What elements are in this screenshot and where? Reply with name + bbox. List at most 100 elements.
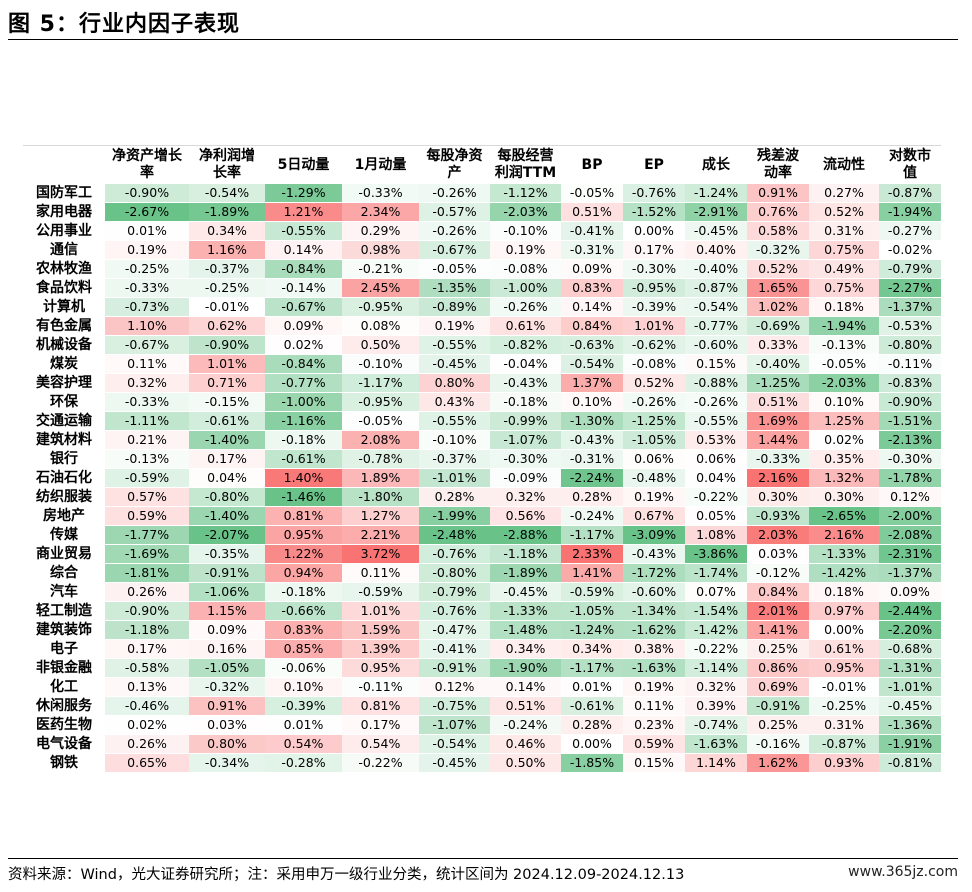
heatmap-cell: 0.02% bbox=[809, 430, 879, 450]
heatmap-cell: -0.87% bbox=[685, 278, 747, 298]
heatmap-cell: 0.54% bbox=[265, 734, 342, 754]
heatmap-cell: 0.31% bbox=[809, 715, 879, 735]
heatmap-cell: -0.67% bbox=[265, 297, 342, 317]
heatmap-cell: 2.45% bbox=[342, 278, 419, 298]
heatmap-cell: -0.37% bbox=[189, 259, 265, 279]
heatmap-cell: -1.99% bbox=[419, 506, 490, 526]
heatmap-cell: 1.32% bbox=[809, 468, 879, 488]
column-header: 成长 bbox=[685, 145, 747, 184]
heatmap-cell: 2.03% bbox=[747, 525, 809, 545]
heatmap-cell: -0.76% bbox=[419, 601, 490, 621]
heatmap-cell: -0.59% bbox=[105, 468, 189, 488]
heatmap-cell: 1.14% bbox=[685, 753, 747, 773]
heatmap-cell: 0.51% bbox=[561, 202, 623, 222]
heatmap-cell: -1.42% bbox=[809, 563, 879, 583]
heatmap-cell: 0.09% bbox=[189, 620, 265, 640]
heatmap-cell: -1.40% bbox=[189, 506, 265, 526]
heatmap-cell: -1.77% bbox=[105, 525, 189, 545]
column-header: BP bbox=[561, 145, 623, 184]
column-header: 净利润增 长率 bbox=[189, 145, 265, 184]
heatmap-cell: -2.48% bbox=[419, 525, 490, 545]
source-note: 资料来源：Wind，光大证券研究所；注：采用申万一级行业分类，统计区间为 202… bbox=[8, 867, 685, 883]
column-header-line: 净利润增 bbox=[199, 148, 255, 164]
heatmap-cell: 0.05% bbox=[685, 506, 747, 526]
heatmap-cell: -0.13% bbox=[105, 449, 189, 469]
heatmap-cell: -1.36% bbox=[879, 715, 941, 735]
column-header-line: 动率 bbox=[764, 165, 792, 181]
heatmap-cell: -1.18% bbox=[490, 544, 561, 564]
heatmap-cell: -0.33% bbox=[105, 278, 189, 298]
table-row: 通信 0.19% 1.16% 0.14% 0.98% -0.67% 0.19% -0.31% 0… bbox=[23, 240, 941, 260]
heatmap-cell: 0.50% bbox=[490, 753, 561, 773]
heatmap-cell: -1.63% bbox=[623, 658, 685, 678]
column-header: 5日动量 bbox=[265, 145, 342, 184]
heatmap-cell: 0.18% bbox=[809, 297, 879, 317]
heatmap-cell: 0.03% bbox=[747, 544, 809, 564]
heatmap-cell: 0.04% bbox=[685, 468, 747, 488]
heatmap-cell: -0.12% bbox=[747, 563, 809, 583]
heatmap-cell: 0.58% bbox=[747, 221, 809, 241]
heatmap-cell: 0.19% bbox=[419, 316, 490, 336]
heatmap-cell: 0.13% bbox=[105, 677, 189, 697]
heatmap-cell: 0.32% bbox=[105, 373, 189, 393]
heatmap-cell: -1.89% bbox=[189, 202, 265, 222]
heatmap-cell: 0.14% bbox=[265, 240, 342, 260]
heatmap-cell: 0.10% bbox=[561, 392, 623, 412]
table-row: 国防军工 -0.90% -0.54% -1.29% -0.33% -0.26% -1.12%… bbox=[23, 184, 941, 203]
heatmap-cell: 0.34% bbox=[561, 639, 623, 659]
heatmap-cell: 1.21% bbox=[265, 202, 342, 222]
heatmap-cell: -0.55% bbox=[685, 411, 747, 431]
column-header-line: 对数市 bbox=[889, 148, 931, 164]
heatmap-cell: 1.22% bbox=[265, 544, 342, 564]
heatmap-cell: -0.84% bbox=[265, 259, 342, 279]
heatmap-cell: 0.33% bbox=[747, 335, 809, 355]
heatmap-cell: 0.27% bbox=[809, 184, 879, 203]
heatmap-cell: -0.32% bbox=[747, 240, 809, 260]
heatmap-cell: 0.43% bbox=[419, 392, 490, 412]
heatmap-cell: -0.25% bbox=[189, 278, 265, 298]
heatmap-cell: 0.35% bbox=[809, 449, 879, 469]
table-row: 电气设备 0.26% 0.80% 0.54% 0.54% -0.54% 0.46% 0.00%… bbox=[23, 734, 941, 754]
heatmap-cell: -2.00% bbox=[879, 506, 941, 526]
table-row: 食品饮料 -0.33% -0.25% -0.14% 2.45% -1.35% -1.00% 0… bbox=[23, 278, 941, 298]
heatmap-cell: -0.61% bbox=[265, 449, 342, 469]
heatmap-cell: -0.60% bbox=[685, 335, 747, 355]
heatmap-cell: -1.14% bbox=[685, 658, 747, 678]
heatmap-cell: -0.10% bbox=[342, 354, 419, 374]
heatmap-cell: -0.35% bbox=[189, 544, 265, 564]
heatmap-cell: -0.73% bbox=[105, 297, 189, 317]
heatmap-cell: 0.57% bbox=[105, 487, 189, 507]
heatmap-cell: 0.32% bbox=[685, 677, 747, 697]
heatmap-cell: -1.91% bbox=[879, 734, 941, 754]
heatmap-cell: -0.59% bbox=[342, 582, 419, 602]
row-label: 房地产 bbox=[23, 506, 105, 526]
heatmap-cell: -0.61% bbox=[561, 696, 623, 716]
heatmap-cell: -0.04% bbox=[490, 354, 561, 374]
row-label: 建筑装饰 bbox=[23, 620, 105, 640]
heatmap-cell: -0.95% bbox=[623, 278, 685, 298]
table-row: 有色金属 1.10% 0.62% 0.09% 0.08% 0.19% 0.61% 0.84% 1… bbox=[23, 316, 941, 336]
heatmap-cell: -0.57% bbox=[419, 202, 490, 222]
heatmap-cell: 0.34% bbox=[189, 221, 265, 241]
heatmap-cell: 0.59% bbox=[105, 506, 189, 526]
heatmap-cell: 0.52% bbox=[809, 202, 879, 222]
heatmap-cell: 0.34% bbox=[490, 639, 561, 659]
heatmap-cell: -0.28% bbox=[265, 753, 342, 773]
heatmap-cell: 0.85% bbox=[265, 639, 342, 659]
heatmap-cell: -0.05% bbox=[342, 411, 419, 431]
row-label: 计算机 bbox=[23, 297, 105, 317]
heatmap-cell: 0.84% bbox=[747, 582, 809, 602]
heatmap-cell: -1.05% bbox=[561, 601, 623, 621]
heatmap-cell: -0.82% bbox=[490, 335, 561, 355]
heatmap-cell: 2.21% bbox=[342, 525, 419, 545]
table-row: 建筑材料 0.21% -1.40% -0.18% 2.08% -0.10% -1.07% -0… bbox=[23, 430, 941, 450]
heatmap-cell: -1.34% bbox=[623, 601, 685, 621]
table-row: 银行 -0.13% 0.17% -0.61% -0.78% -0.37% -0.30% -0.… bbox=[23, 449, 941, 469]
heatmap-cell: -0.75% bbox=[419, 696, 490, 716]
row-label: 综合 bbox=[23, 563, 105, 583]
column-header-line: 成长 bbox=[702, 156, 730, 173]
heatmap-cell: -0.25% bbox=[809, 696, 879, 716]
row-label: 机械设备 bbox=[23, 335, 105, 355]
heatmap-cell: -1.80% bbox=[342, 487, 419, 507]
heatmap-cell: 0.98% bbox=[342, 240, 419, 260]
